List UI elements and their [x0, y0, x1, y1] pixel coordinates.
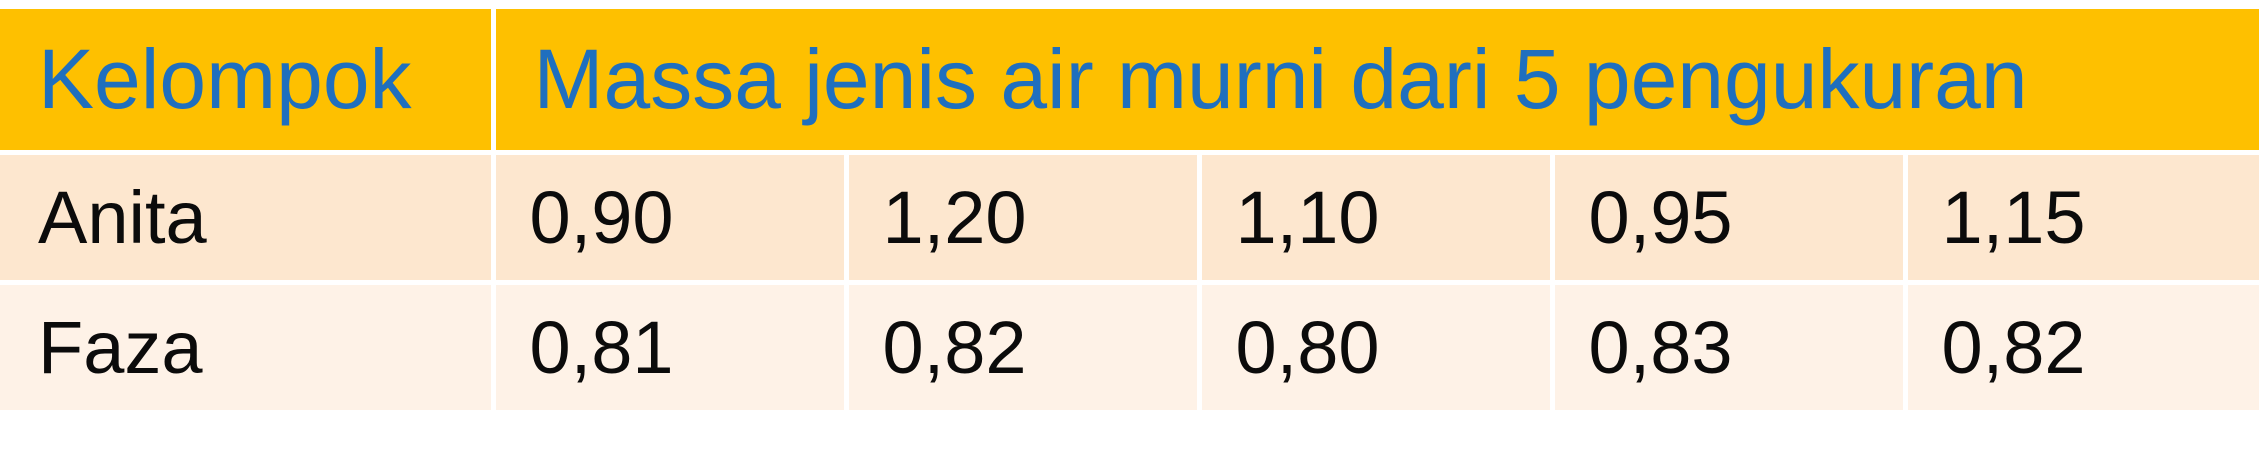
measurement-cell: 0,82: [1902, 279, 2259, 415]
row-name-cell: Faza: [0, 279, 496, 415]
measurement-cell: 0,95: [1549, 149, 1908, 285]
header-measurement-cell: Massa jenis air murni dari 5 pengukuran: [490, 9, 2259, 155]
density-measurement-table: Kelompok Massa jenis air murni dari 5 pe…: [0, 9, 2259, 415]
table-row-faza: Faza 0,81 0,82 0,80 0,83 0,82: [0, 279, 2259, 415]
table-row-anita: Anita 0,90 1,20 1,10 0,95 1,15: [0, 149, 2259, 285]
header-row: Kelompok Massa jenis air murni dari 5 pe…: [0, 9, 2259, 155]
measurement-cell: 0,80: [1196, 279, 1555, 415]
measurement-cell: 1,10: [1196, 149, 1555, 285]
measurement-cell: 1,15: [1902, 149, 2259, 285]
measurement-cell: 0,83: [1549, 279, 1908, 415]
measurement-cell: 1,20: [843, 149, 1202, 285]
table-body: Anita 0,90 1,20 1,10 0,95 1,15 Faza 0,81…: [0, 149, 2259, 415]
table-header: Kelompok Massa jenis air murni dari 5 pe…: [0, 9, 2259, 155]
measurement-cell: 0,82: [843, 279, 1202, 415]
row-name-cell: Anita: [0, 149, 496, 285]
measurement-table-container: Kelompok Massa jenis air murni dari 5 pe…: [0, 9, 2259, 415]
measurement-cell: 0,81: [490, 279, 849, 415]
measurement-cell: 0,90: [490, 149, 849, 285]
header-group-cell: Kelompok: [0, 9, 496, 155]
